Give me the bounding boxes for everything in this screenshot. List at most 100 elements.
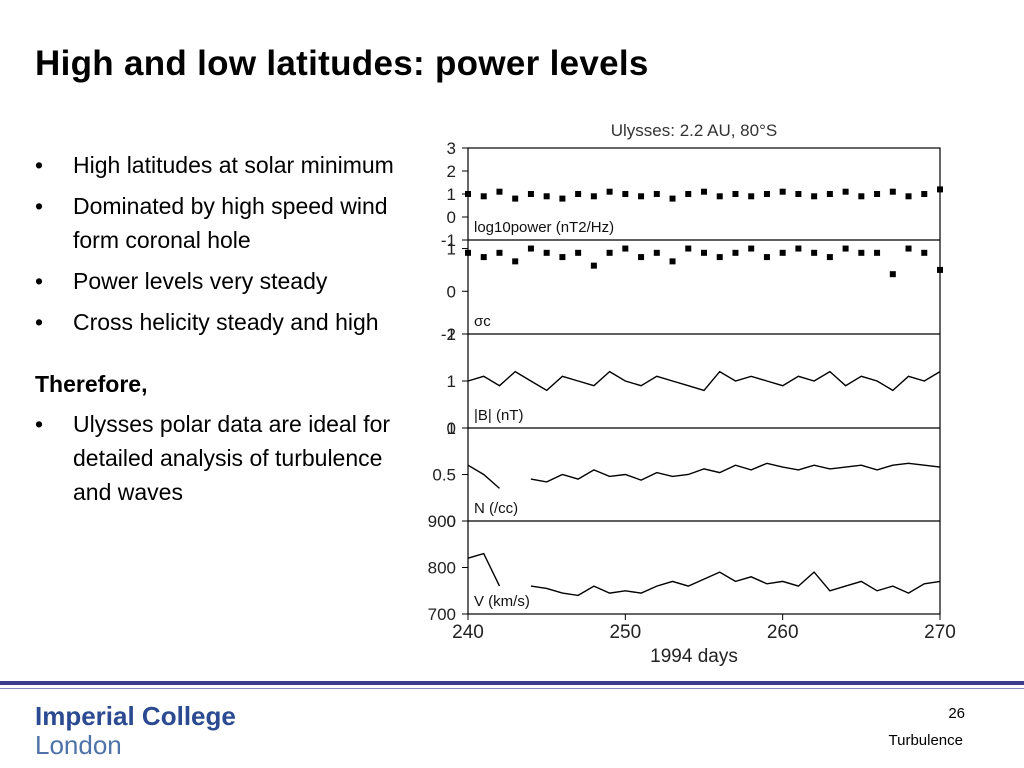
data-point [465, 191, 471, 197]
x-tick-label: 270 [924, 622, 956, 643]
data-point [889, 188, 896, 195]
data-point [559, 254, 566, 261]
data-point [921, 191, 928, 197]
data-point [763, 191, 770, 197]
data-point [779, 249, 786, 256]
data-point [763, 254, 770, 261]
data-point [638, 254, 645, 261]
college-logo: Imperial College London [35, 702, 236, 760]
data-point [465, 249, 471, 256]
y-tick-label: 1 [447, 372, 456, 391]
logo-line-2: London [35, 730, 122, 760]
therefore-bullets: • Ulysses polar data are ideal for detail… [35, 407, 410, 509]
data-point [590, 193, 597, 200]
data-point [795, 245, 802, 252]
y-tick-label: 3 [447, 139, 456, 158]
y-tick-label: -1 [441, 325, 456, 344]
data-point [543, 249, 550, 256]
data-point [496, 188, 503, 195]
data-point [685, 245, 692, 252]
bullet-text: Ulysses polar data are ideal for detaile… [73, 411, 391, 505]
series-line [467, 552, 941, 597]
y-tick-label: -1 [441, 231, 456, 250]
y-tick-label: 1 [447, 185, 456, 204]
data-point [811, 249, 818, 256]
data-point [701, 249, 707, 256]
chart-title: Ulysses: 2.2 AU, 80°S [611, 121, 777, 140]
main-bullets: • High latitudes at solar minimum • Domina… [35, 148, 410, 339]
panel-label: N (/cc) [474, 500, 518, 517]
bullet-item: • Power levels very steady [35, 264, 410, 298]
bullet-text: High latitudes at solar minimum [73, 152, 394, 178]
data-point [606, 188, 613, 195]
data-point [480, 193, 487, 200]
data-point [527, 191, 534, 197]
data-point [575, 249, 582, 256]
data-point [858, 249, 865, 256]
y-tick-label: 900 [428, 512, 456, 531]
footer-label: Turbulence [888, 732, 964, 749]
data-point [716, 193, 723, 200]
data-point [701, 188, 707, 195]
bullet-glyph: • [35, 152, 44, 178]
series-line [467, 370, 941, 392]
data-point [590, 262, 597, 269]
y-tick-label: 1 [447, 419, 456, 438]
data-point [685, 191, 692, 197]
series-line [467, 462, 941, 489]
bullet-item: • High latitudes at solar minimum [35, 148, 410, 182]
data-point [905, 245, 912, 252]
page-number: 26 [948, 705, 965, 722]
bullet-item: • Ulysses polar data are ideal for detail… [35, 407, 410, 509]
y-tick-label: 0 [447, 419, 456, 438]
bullet-list: • High latitudes at solar minimum • Domina… [35, 148, 410, 516]
data-point [496, 249, 503, 256]
bullet-item: • Dominated by high speed wind form coron… [35, 189, 410, 257]
data-point [874, 249, 881, 256]
data-point [921, 249, 928, 256]
bullet-text: Dominated by high speed wind form corona… [73, 193, 388, 253]
data-point [874, 191, 881, 197]
data-point [653, 191, 660, 197]
data-point [527, 245, 534, 252]
data-point [905, 193, 912, 200]
logo-line-1: Imperial College [35, 701, 236, 731]
y-tick-label: 2 [447, 325, 456, 344]
data-point [669, 195, 676, 202]
data-point [842, 188, 849, 195]
data-point [638, 193, 645, 200]
data-point [795, 191, 802, 197]
therefore-heading: Therefore, [35, 371, 148, 397]
data-point [826, 191, 833, 197]
bullet-text: Cross helicity steady and high [73, 309, 379, 335]
data-point [653, 249, 660, 256]
bullet-glyph: • [35, 309, 44, 335]
data-point [748, 245, 755, 252]
data-point [732, 249, 739, 256]
data-point [937, 186, 943, 193]
data-point [779, 188, 786, 195]
y-tick-label: 1 [447, 240, 456, 259]
data-point [512, 195, 519, 202]
panel-label: σc [474, 313, 491, 330]
y-tick-label: 0 [447, 208, 456, 227]
y-tick-label: 700 [428, 605, 456, 624]
x-tick-label: 240 [452, 622, 484, 643]
y-tick-label: 2 [447, 162, 456, 181]
data-point [512, 258, 519, 265]
data-point [480, 254, 487, 261]
data-point [826, 254, 833, 261]
data-point [575, 191, 582, 197]
data-point [622, 245, 629, 252]
data-point [748, 193, 755, 200]
data-point [543, 193, 550, 200]
y-tick-label: 0 [447, 282, 456, 301]
x-tick-label: 260 [767, 622, 799, 643]
bullet-text: Power levels very steady [73, 268, 328, 294]
data-point [669, 258, 676, 265]
data-point [811, 193, 818, 200]
panel-label: V (km/s) [474, 593, 530, 610]
x-axis-label: 1994 days [650, 646, 738, 667]
data-point [858, 193, 865, 200]
